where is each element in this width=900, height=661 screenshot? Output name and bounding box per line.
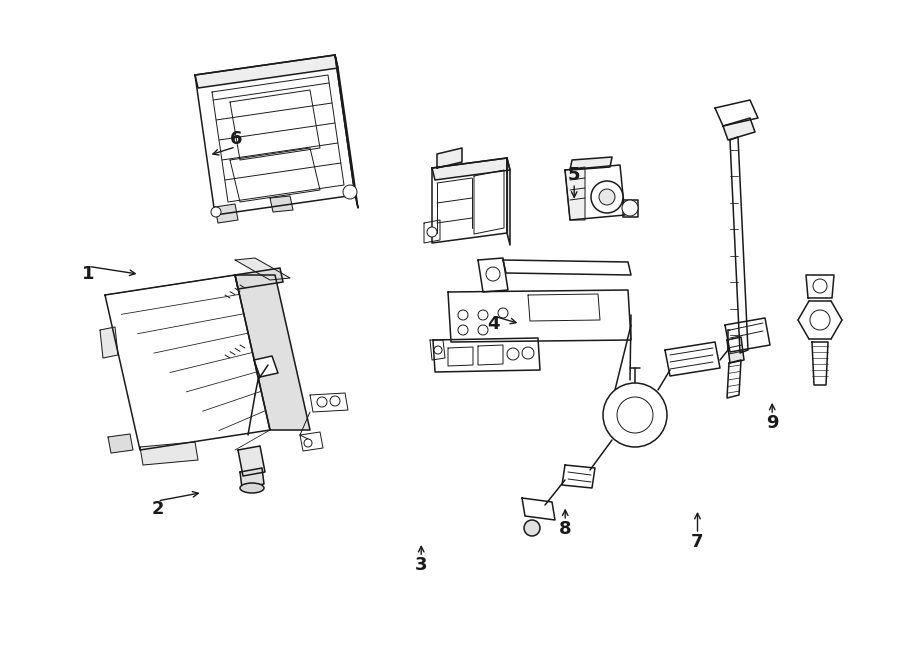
Circle shape xyxy=(458,325,468,335)
Text: 6: 6 xyxy=(230,130,242,148)
Polygon shape xyxy=(230,90,320,160)
Circle shape xyxy=(343,185,357,199)
Polygon shape xyxy=(727,337,744,363)
Circle shape xyxy=(486,267,500,281)
Circle shape xyxy=(603,383,667,447)
Polygon shape xyxy=(503,260,631,275)
Text: 9: 9 xyxy=(766,414,778,432)
Polygon shape xyxy=(100,327,118,358)
Polygon shape xyxy=(432,158,507,243)
Polygon shape xyxy=(478,345,503,365)
Polygon shape xyxy=(235,268,283,289)
Polygon shape xyxy=(528,294,600,321)
Text: 3: 3 xyxy=(415,556,428,574)
Polygon shape xyxy=(235,258,290,280)
Polygon shape xyxy=(522,498,555,520)
Circle shape xyxy=(622,200,638,216)
Polygon shape xyxy=(270,196,293,212)
Polygon shape xyxy=(812,342,828,385)
Polygon shape xyxy=(665,342,720,376)
Polygon shape xyxy=(310,393,348,412)
Circle shape xyxy=(524,520,540,536)
Circle shape xyxy=(317,397,327,407)
Polygon shape xyxy=(108,434,133,453)
Polygon shape xyxy=(238,446,265,476)
Polygon shape xyxy=(433,338,540,372)
Polygon shape xyxy=(195,55,355,215)
Circle shape xyxy=(427,227,437,237)
Circle shape xyxy=(617,397,653,433)
Polygon shape xyxy=(507,158,510,245)
Polygon shape xyxy=(730,137,748,353)
Polygon shape xyxy=(300,432,323,451)
Polygon shape xyxy=(715,100,758,126)
Circle shape xyxy=(507,348,519,360)
Polygon shape xyxy=(105,275,270,450)
Polygon shape xyxy=(448,290,631,342)
Polygon shape xyxy=(254,356,278,377)
Circle shape xyxy=(810,310,830,330)
Text: 2: 2 xyxy=(151,500,164,518)
Polygon shape xyxy=(235,275,310,430)
Polygon shape xyxy=(562,465,595,488)
Text: 5: 5 xyxy=(568,166,580,184)
Polygon shape xyxy=(565,167,585,220)
Polygon shape xyxy=(725,318,770,352)
Polygon shape xyxy=(335,55,358,208)
Polygon shape xyxy=(230,148,320,202)
Text: 4: 4 xyxy=(487,315,500,333)
Circle shape xyxy=(458,310,468,320)
Circle shape xyxy=(478,325,488,335)
Polygon shape xyxy=(140,442,198,465)
Circle shape xyxy=(478,310,488,320)
Polygon shape xyxy=(806,275,834,298)
Circle shape xyxy=(304,439,312,447)
Polygon shape xyxy=(623,200,638,217)
Polygon shape xyxy=(437,148,462,168)
Circle shape xyxy=(434,346,442,354)
Circle shape xyxy=(498,308,508,318)
Polygon shape xyxy=(430,340,445,360)
Circle shape xyxy=(522,347,534,359)
Ellipse shape xyxy=(240,483,264,493)
Circle shape xyxy=(599,189,615,205)
Polygon shape xyxy=(215,204,238,223)
Polygon shape xyxy=(432,158,510,180)
Polygon shape xyxy=(424,220,440,243)
Circle shape xyxy=(211,207,221,217)
Polygon shape xyxy=(195,55,338,88)
Polygon shape xyxy=(570,157,612,170)
Polygon shape xyxy=(727,360,741,398)
Text: 8: 8 xyxy=(559,520,572,538)
Text: 1: 1 xyxy=(82,265,94,284)
Circle shape xyxy=(330,396,340,406)
Polygon shape xyxy=(240,468,264,488)
Circle shape xyxy=(813,279,827,293)
Polygon shape xyxy=(448,347,473,366)
Polygon shape xyxy=(478,258,508,292)
Polygon shape xyxy=(723,118,755,140)
Circle shape xyxy=(591,181,623,213)
Polygon shape xyxy=(565,165,625,220)
Text: 7: 7 xyxy=(691,533,704,551)
